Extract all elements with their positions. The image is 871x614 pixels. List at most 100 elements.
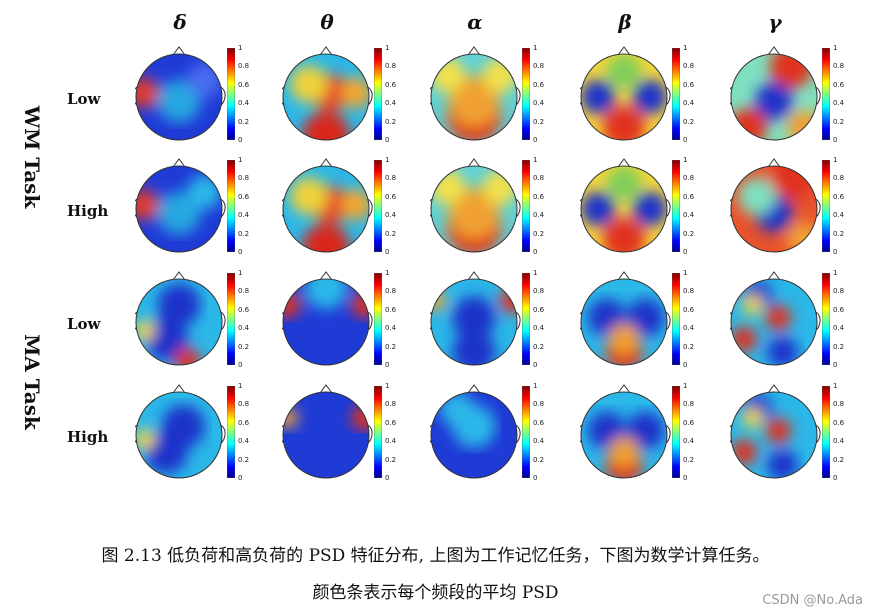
colorbar-tick-label: 0.2 [385, 229, 397, 238]
watermark: CSDN @No.Ada [762, 593, 863, 608]
colorbar-tick-label: 0.6 [238, 305, 250, 314]
colorbar-tick-label: 0.8 [683, 400, 695, 409]
scalp-topomap [580, 46, 671, 141]
colorbar-tick-label: 1 [385, 382, 390, 390]
topomap-cell: 1 0.8 0.6 0.4 0.2 0 [730, 383, 870, 483]
colorbar-tick-label: 0.8 [833, 62, 845, 71]
topomap-cell: 1 0.8 0.6 0.4 0.2 0 [135, 383, 275, 483]
colorbar-tick-label: 0.4 [833, 324, 845, 333]
figure-caption-line1: 图 2.13 低负荷和高负荷的 PSD 特征分布, 上图为工作记忆任务，下图为数… [101, 546, 770, 566]
colorbar-tick-label: 0.6 [683, 80, 695, 89]
colorbar-tick-label: 0.2 [833, 455, 845, 464]
band-header: γ [768, 10, 782, 34]
topomap-cell: 1 0.8 0.6 0.4 0.2 0 [430, 270, 570, 370]
scalp-topomap [282, 271, 373, 366]
topomap-cell: 1 0.8 0.6 0.4 0.2 0 [580, 45, 720, 145]
colorbar-tick-label: 1 [385, 156, 390, 164]
colorbar-tick-label: 0.4 [683, 324, 695, 333]
colorbar-tick-label: 0.8 [533, 174, 545, 183]
colorbar-tick-label: 0.6 [238, 418, 250, 427]
colorbar-tick-label: 0.2 [833, 342, 845, 351]
colorbar-tick-label: 0 [683, 474, 688, 482]
colorbar-tick-label: 0 [385, 361, 390, 369]
colorbar-tick-label: 0.4 [683, 437, 695, 446]
colorbar [522, 273, 530, 365]
scalp-topomap [430, 271, 521, 366]
colorbar-tick-label: 0.6 [833, 305, 845, 314]
scalp-topomap [430, 384, 521, 479]
colorbar-tick-label: 0.8 [385, 287, 397, 296]
colorbar-tick-label: 0.4 [683, 99, 695, 108]
colorbar-tick-label: 0.8 [683, 62, 695, 71]
scalp-topomap [135, 158, 226, 253]
colorbar [822, 386, 830, 478]
topomap-cell: 1 0.8 0.6 0.4 0.2 0 [135, 270, 275, 370]
topomap-cell: 1 0.8 0.6 0.4 0.2 0 [430, 383, 570, 483]
colorbar [522, 386, 530, 478]
topomap-cell: 1 0.8 0.6 0.4 0.2 0 [580, 270, 720, 370]
colorbar [374, 273, 382, 365]
colorbar-tick-label: 0.8 [238, 62, 250, 71]
colorbar-tick-label: 0.2 [533, 229, 545, 238]
colorbar-tick-label: 0 [533, 361, 538, 369]
colorbar-tick-label: 0 [385, 136, 390, 144]
topomap-cell: 1 0.8 0.6 0.4 0.2 0 [282, 157, 422, 257]
colorbar-tick-label: 0.2 [683, 229, 695, 238]
colorbar-tick-label: 0 [533, 136, 538, 144]
scalp-topomap [730, 46, 821, 141]
colorbar-tick-label: 0.6 [385, 418, 397, 427]
colorbar-tick-label: 1 [833, 44, 838, 52]
scalp-topomap [730, 384, 821, 479]
colorbar-tick-label: 0 [385, 248, 390, 256]
colorbar [822, 273, 830, 365]
colorbar-tick-label: 0 [238, 361, 243, 369]
scalp-topomap [580, 271, 671, 366]
topomap-cell: 1 0.8 0.6 0.4 0.2 0 [430, 157, 570, 257]
scalp-topomap [730, 158, 821, 253]
colorbar-tick-label: 0 [533, 248, 538, 256]
colorbar-tick-label: 0.8 [238, 174, 250, 183]
figure-caption-line2: 颜色条表示每个频段的平均 PSD [312, 583, 559, 603]
topomap-cell: 1 0.8 0.6 0.4 0.2 0 [580, 383, 720, 483]
colorbar-tick-label: 0.4 [385, 324, 397, 333]
colorbar-tick-label: 1 [238, 269, 243, 277]
colorbar-tick-label: 0.8 [683, 174, 695, 183]
colorbar-tick-label: 1 [833, 269, 838, 277]
colorbar-tick-label: 0 [833, 361, 838, 369]
colorbar-tick-label: 0.6 [238, 192, 250, 201]
colorbar-tick-label: 0.2 [683, 342, 695, 351]
band-header: β [618, 10, 632, 34]
colorbar-tick-label: 0.8 [533, 62, 545, 71]
colorbar [522, 160, 530, 252]
colorbar-tick-label: 0.8 [833, 174, 845, 183]
colorbar-tick-label: 0.2 [533, 117, 545, 126]
colorbar-tick-label: 0.2 [385, 455, 397, 464]
colorbar-tick-label: 0 [683, 136, 688, 144]
scalp-topomap [580, 158, 671, 253]
colorbar-tick-label: 0.2 [533, 455, 545, 464]
colorbar-tick-label: 0 [238, 136, 243, 144]
colorbar-tick-label: 0.8 [385, 174, 397, 183]
colorbar-tick-label: 1 [683, 382, 688, 390]
colorbar-tick-label: 0 [833, 248, 838, 256]
colorbar-tick-label: 0.8 [238, 400, 250, 409]
colorbar [227, 160, 235, 252]
colorbar-tick-label: 0.6 [683, 305, 695, 314]
scalp-topomap [282, 384, 373, 479]
colorbar-tick-label: 1 [833, 382, 838, 390]
colorbar-tick-label: 0.4 [238, 437, 250, 446]
colorbar-tick-label: 0.4 [533, 99, 545, 108]
colorbar-tick-label: 0.2 [238, 342, 250, 351]
colorbar-tick-label: 0.4 [833, 437, 845, 446]
colorbar-tick-label: 0.4 [833, 99, 845, 108]
scalp-topomap [282, 46, 373, 141]
band-header: θ [320, 10, 334, 34]
colorbar-tick-label: 0.4 [533, 324, 545, 333]
task-label: WM Task [20, 105, 44, 209]
load-level-label: Low [67, 90, 101, 108]
colorbar-tick-label: 1 [833, 156, 838, 164]
scalp-topomap [430, 46, 521, 141]
colorbar [227, 48, 235, 140]
psd-topomap-figure: δ θ α β γ WM Task Low 1 0.8 0.6 0.4 0.2 0 1 0.8 0.6 0.4 0… [20, 10, 870, 483]
colorbar-tick-label: 0.4 [238, 211, 250, 220]
